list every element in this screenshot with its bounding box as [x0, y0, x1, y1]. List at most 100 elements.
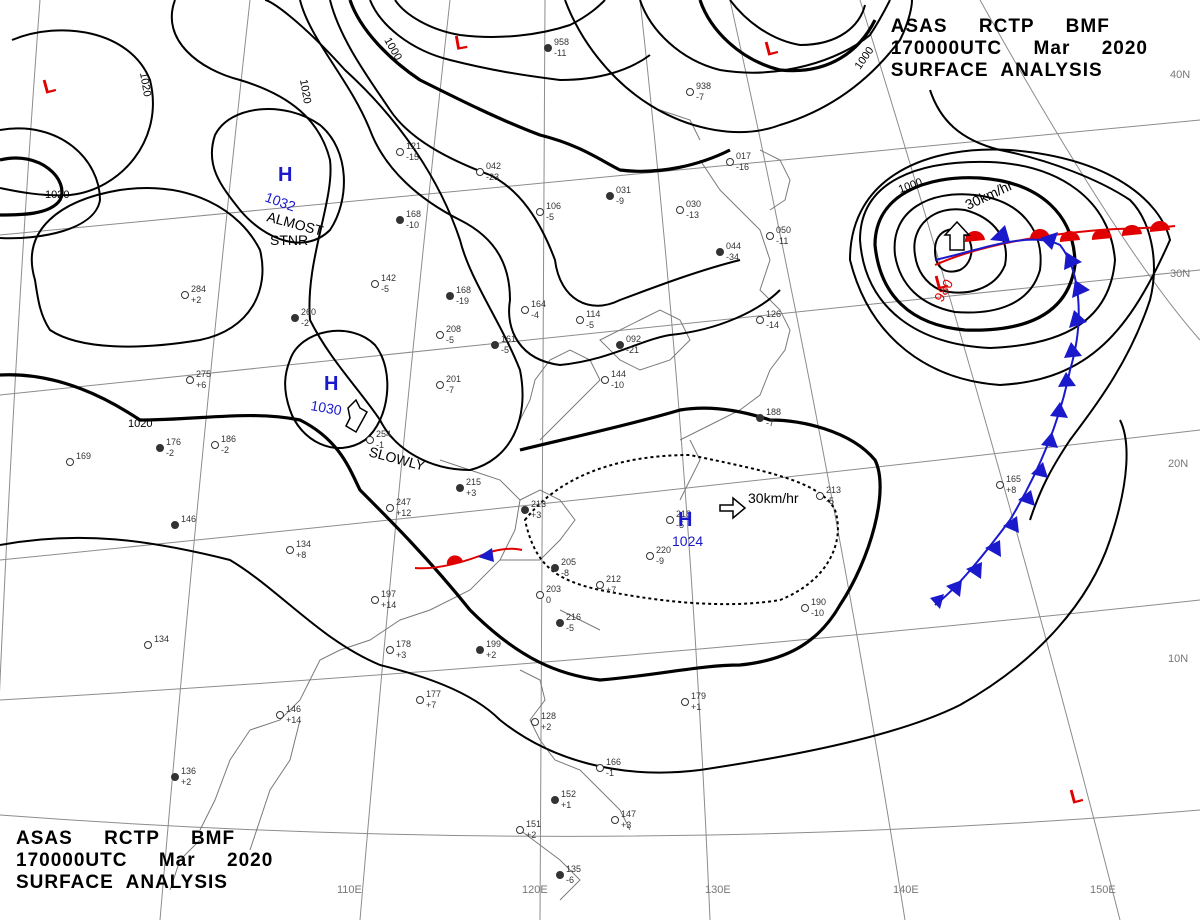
station-tendency: +14 [286, 715, 301, 725]
station-tendency: -11 [776, 236, 788, 246]
station-tendency: -34 [726, 252, 739, 262]
coastlines [169, 109, 791, 901]
station-symbol [536, 591, 544, 599]
station-tendency: -10 [611, 380, 624, 390]
station-symbol [156, 444, 164, 452]
station-pressure: 201 [446, 374, 461, 384]
station-symbol [171, 773, 179, 781]
station-symbol [396, 216, 404, 224]
lat-label: 30N [1170, 268, 1190, 280]
lat-label: 20N [1168, 458, 1188, 470]
motion-arrows [345, 220, 971, 520]
lon-label: 150E [1090, 884, 1116, 896]
station-pressure: 161 [501, 334, 516, 344]
station-pressure: 166 [606, 757, 621, 767]
station-tendency: +12 [396, 508, 411, 518]
station-symbol [676, 206, 684, 214]
station-pressure: 147 [621, 809, 636, 819]
station-tendency: -5 [546, 212, 554, 222]
station-tendency: -7 [696, 92, 704, 102]
station-pressure: 092 [626, 334, 641, 344]
station-tendency: -5 [676, 520, 684, 530]
station-tendency: -2 [221, 445, 229, 455]
station-symbol [171, 521, 179, 529]
station-symbol [476, 646, 484, 654]
station-symbol [516, 826, 524, 834]
station-symbol [666, 516, 674, 524]
station-tendency: +2 [526, 830, 536, 840]
station-symbol [726, 158, 734, 166]
station-pressure: 126 [766, 309, 781, 319]
low-marker: L [453, 31, 469, 55]
lon-label: 130E [705, 884, 731, 896]
station-pressure: 142 [381, 273, 396, 283]
low-marker: L [1068, 784, 1085, 808]
station-symbol [396, 148, 404, 156]
station-pressure: 128 [541, 711, 556, 721]
station-pressure: 168 [406, 209, 421, 219]
header-line-2: 170000UTC Mar 2020 [890, 38, 1148, 59]
station-tendency: +3 [621, 820, 631, 830]
station-pressure: 208 [446, 324, 461, 334]
isobars [0, 0, 1172, 774]
station-tendency: -4 [531, 310, 539, 320]
station-pressure: 146 [181, 514, 196, 524]
station-symbol [416, 696, 424, 704]
station-pressure: 958 [554, 37, 569, 47]
low-motion-note: 30km/hr [963, 177, 1016, 213]
station-symbol [756, 414, 764, 422]
station-tendency: -7 [766, 418, 774, 428]
header-line-3: SURFACE ANALYSIS [16, 872, 228, 893]
station-pressure: 178 [396, 639, 411, 649]
station-pressure: 215 [466, 477, 481, 487]
station-tendency: +1 [561, 800, 571, 810]
chart-header-bottom: ASAS RCTP BMF 170000UTC Mar 2020 SURFACE… [16, 828, 273, 894]
station-pressure: 114 [586, 309, 600, 319]
station-tendency: -1 [376, 440, 384, 450]
station-pressure: 275 [196, 369, 211, 379]
station-tendency: +3 [531, 510, 541, 520]
station-tendency: +1 [691, 702, 701, 712]
station-symbol [144, 641, 152, 649]
station-tendency: -19 [456, 296, 469, 306]
isobar-label: 1020 [45, 189, 69, 201]
isobar-label: 1000 [853, 45, 877, 72]
lat-label: 40N [1170, 69, 1190, 81]
station-symbol [606, 192, 614, 200]
station-tendency: -13 [686, 210, 699, 220]
station-tendency: +2 [541, 722, 551, 732]
station-symbol [686, 88, 694, 96]
station-tendency: -10 [811, 608, 824, 618]
station-symbol [556, 871, 564, 879]
station-tendency: -16 [736, 162, 749, 172]
isobar-label: 1020 [297, 78, 313, 104]
station-pressure: 177 [426, 689, 441, 699]
low-marker: L [41, 74, 58, 98]
station-tendency: +7 [606, 585, 616, 595]
header-line-1: ASAS RCTP BMF [16, 828, 236, 849]
high-marker: H [678, 509, 692, 531]
station-pressure: 218 [676, 509, 691, 519]
station-tendency: -9 [616, 196, 624, 206]
fronts [414, 220, 1176, 609]
station-tendency: -21 [626, 345, 639, 355]
station-pressure: 199 [486, 639, 501, 649]
station-pressure: 254 [376, 429, 391, 439]
high-motion-note-2: STNR [270, 232, 308, 248]
header-line-1: ASAS RCTP BMF [890, 16, 1110, 37]
station-pressure: 216 [566, 612, 581, 622]
station-pressure: 186 [221, 434, 236, 444]
low-marker: L [763, 36, 780, 60]
station-pressure: 197 [381, 589, 396, 599]
station-symbol [366, 436, 374, 444]
high-marker: H [278, 164, 292, 186]
station-symbol [386, 504, 394, 512]
station-symbol [611, 816, 619, 824]
station-pressure: 176 [166, 437, 181, 447]
station-symbol [531, 718, 539, 726]
station-tendency: +8 [1006, 485, 1016, 495]
station-tendency: -9 [656, 556, 664, 566]
station-pressure: 106 [546, 201, 561, 211]
station-pressure: 136 [181, 766, 196, 776]
station-symbol [646, 552, 654, 560]
